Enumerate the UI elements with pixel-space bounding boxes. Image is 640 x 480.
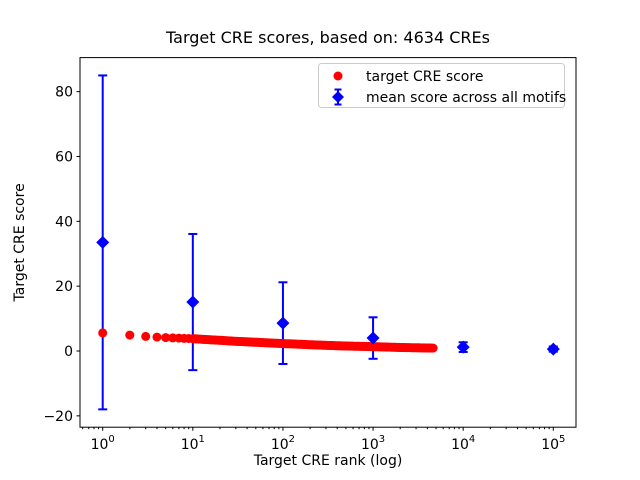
y-tick-label: 20 — [55, 279, 73, 295]
x-tick-label: 105 — [541, 434, 565, 453]
blue-mean-point — [366, 331, 380, 345]
x-tick-label: 102 — [271, 434, 295, 453]
red-data-point — [125, 330, 135, 340]
legend-marker-circle — [333, 71, 343, 81]
red-data-point — [428, 343, 438, 353]
target-score-series — [98, 328, 438, 353]
y-tick-label: 80 — [55, 85, 73, 101]
y-tick-label: −20 — [43, 409, 73, 425]
chart-title: Target CRE scores, based on: 4634 CREs — [165, 28, 490, 47]
x-axis-label: Target CRE rank (log) — [253, 453, 403, 469]
x-tick-label: 100 — [91, 434, 115, 453]
legend: target CRE score mean score across all mo… — [318, 63, 566, 108]
legend-entry-label: target CRE score — [366, 69, 483, 85]
x-tick-label: 101 — [181, 434, 205, 453]
red-data-point — [161, 333, 171, 343]
y-tick-label: 60 — [55, 149, 73, 165]
legend-frame — [318, 63, 565, 108]
plot-border — [79, 57, 577, 428]
legend-entry-label: mean score across all motifs — [366, 90, 566, 106]
y-tick-label: 0 — [64, 344, 73, 360]
blue-mean-point — [96, 235, 110, 249]
x-tick-label: 103 — [361, 434, 385, 453]
y-axis-label: Target CRE score — [12, 183, 28, 302]
red-data-point — [141, 331, 151, 341]
blue-mean-point — [456, 340, 470, 354]
red-data-point — [152, 332, 162, 342]
red-data-point — [98, 328, 108, 338]
blue-mean-point — [332, 91, 344, 103]
blue-mean-point — [276, 316, 290, 330]
y-tick-label: 40 — [55, 214, 73, 230]
blue-mean-point — [186, 295, 200, 309]
axes — [76, 57, 577, 431]
blue-mean-point — [546, 342, 560, 356]
x-tick-label: 104 — [451, 434, 475, 453]
mean-score-series — [96, 235, 560, 356]
